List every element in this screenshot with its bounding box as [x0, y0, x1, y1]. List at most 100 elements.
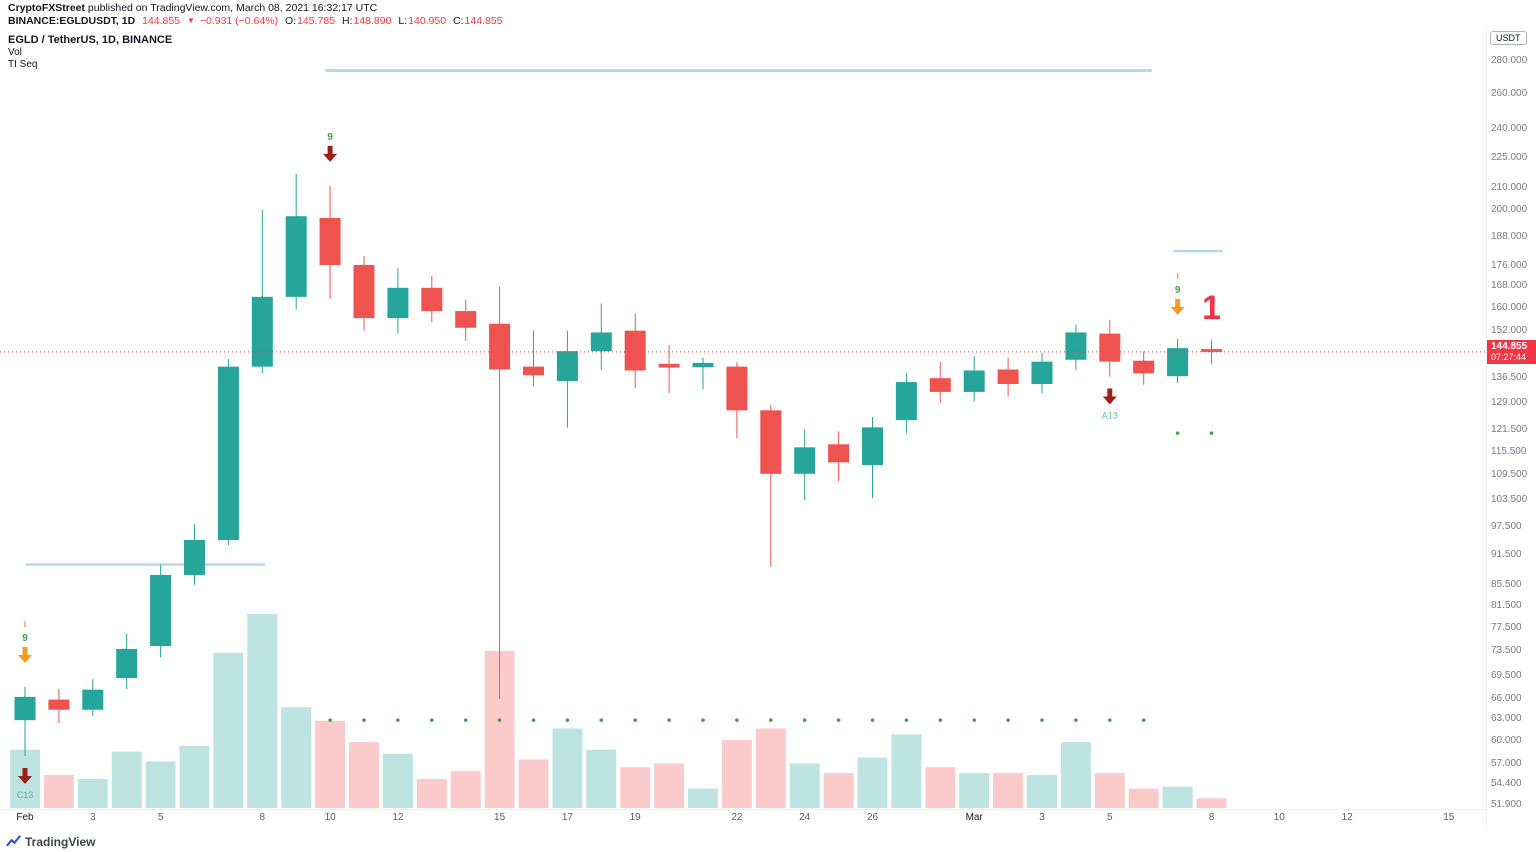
open-pair: O:145.785 [285, 15, 335, 27]
time-tick-label: 3 [90, 812, 96, 823]
tradingview-footer: TradingView [6, 834, 95, 849]
price-tick-label: 63.000 [1491, 713, 1522, 725]
annotation-number: 1 [1202, 289, 1221, 327]
td-arrow-down-icon [18, 647, 32, 664]
down-triangle-icon: ▼ [187, 16, 195, 25]
td-arrow-down-icon [1102, 388, 1117, 405]
volume-bar [721, 740, 752, 808]
quote-last-price: 144.855 [142, 15, 181, 27]
bar-countdown: 07:27:44 [1491, 351, 1527, 362]
td-seq-dot [1074, 718, 1078, 722]
tradingview-wordmark[interactable]: TradingView [25, 834, 96, 849]
td-seq-dot [1141, 718, 1146, 722]
candle-body [285, 216, 307, 297]
high-label: H: [341, 15, 353, 27]
td-i-flag: i [1176, 271, 1179, 281]
td-seq-dot [328, 718, 332, 722]
candle-body [319, 217, 341, 265]
td-seq-dot [430, 718, 434, 722]
time-tick-label: 15 [1443, 812, 1455, 823]
td-seq-dot [531, 718, 536, 722]
td-setup-9-label: 9 [22, 633, 28, 644]
td-seq-dot [769, 718, 773, 722]
price-axis[interactable]: USDT 280.000 260.000 240.000 225.000 210.000… [1486, 0, 1536, 852]
price-tick-label: 85.500 [1491, 578, 1522, 590]
legend-ti-seq-indicator[interactable]: TI Seq [8, 59, 38, 70]
price-tick-label: 69.500 [1491, 670, 1522, 682]
price-tick-label: 136.500 [1491, 372, 1528, 384]
time-tick-label: 17 [561, 812, 573, 823]
price-tick-label: 115.500 [1491, 445, 1527, 457]
open-label: O: [285, 15, 297, 27]
volume-bar [145, 761, 176, 808]
volume-bar [823, 773, 854, 808]
publish-line: CryptoFXStreet published on TradingView.… [0, 0, 1536, 14]
legend-volume-indicator[interactable]: Vol [8, 47, 22, 58]
time-tick-label: Feb [16, 812, 34, 823]
price-tick-label: 240.000 [1491, 123, 1528, 135]
time-tick-label: 22 [731, 812, 743, 823]
candle-body [217, 366, 239, 540]
candle-body [997, 369, 1019, 385]
candle-body [862, 427, 883, 466]
close-pair: C:144.855 [453, 15, 502, 27]
time-tick-label: 24 [799, 812, 811, 823]
low-pair: L:140.950 [398, 15, 446, 27]
price-tick-label: 260.000 [1491, 87, 1528, 99]
price-tick-label: 176.000 [1491, 259, 1528, 271]
time-tick-label: Mar [965, 812, 983, 823]
candle-body [794, 447, 816, 474]
volume-bar [1162, 786, 1193, 808]
td-arrow-down-icon [18, 767, 32, 784]
candle-body [963, 370, 985, 392]
price-tick-label: 81.500 [1491, 599, 1522, 611]
td-countdown-label: C13 [17, 790, 34, 800]
volume-bar [43, 775, 74, 808]
price-tick-label: 57.000 [1491, 757, 1522, 769]
td-seq-dot [1209, 431, 1214, 435]
td-seq-dot [1175, 431, 1180, 435]
candle-body [1133, 360, 1155, 374]
publish-text: published on TradingView.com, March 08, … [85, 2, 378, 14]
high-pair: H:148.890 [342, 15, 391, 27]
td-seq-dot [836, 718, 841, 722]
time-tick-label: 26 [866, 812, 879, 823]
td-seq-dot [701, 718, 705, 722]
td-seq-dot [362, 718, 366, 722]
td-seq-dot [633, 718, 637, 722]
time-tick-label: 8 [1208, 812, 1215, 823]
td-seq-dot [972, 718, 976, 722]
candle-body [1031, 361, 1053, 385]
last-price-label: 144.855 07:27:44 [1487, 339, 1536, 364]
volume-bar [315, 720, 346, 808]
currency-unit-badge[interactable]: USDT [1490, 31, 1527, 45]
volume-bar [688, 788, 718, 808]
td-seq-dot [938, 718, 943, 722]
price-tick-label: 51.900 [1491, 799, 1522, 810]
candle-body [387, 287, 409, 319]
price-tick-label: 73.500 [1491, 645, 1522, 657]
td-setup-9-label: 9 [327, 132, 333, 143]
td-countdown-label: A13 [1102, 411, 1118, 421]
td-seq-dot [1040, 718, 1044, 722]
price-tick-label: 160.000 [1491, 302, 1528, 314]
volume-bar [213, 652, 244, 808]
ohlc-quote-bar: BINANCE:EGLDUSDT, 1D 144.855 ▼ −0.931 (−… [0, 14, 1536, 27]
price-tick-label: 188.000 [1491, 230, 1528, 242]
candle-body [1167, 348, 1189, 377]
volume-bar [1027, 775, 1057, 808]
candle-body [48, 699, 70, 710]
td-seq-dot [802, 718, 807, 722]
td-setup-9-label: 9 [1175, 285, 1181, 296]
td-arrow-down-icon [1170, 298, 1185, 315]
time-axis[interactable]: Feb 3 5 8 10 12 15 17 19 22 24 26 Mar 3 5 8 10 12 15 [0, 810, 1486, 828]
volume-bar [993, 773, 1024, 808]
volume-bar [281, 707, 312, 808]
chart-legend-title[interactable]: EGLD / TetherUS, 1D, BINANCE [8, 34, 173, 46]
candle-body [116, 649, 138, 679]
time-tick-label: 3 [1039, 812, 1045, 823]
candle-body [658, 363, 680, 368]
tradingview-logo-icon[interactable] [6, 834, 21, 849]
low-value: 140.950 [408, 15, 447, 27]
